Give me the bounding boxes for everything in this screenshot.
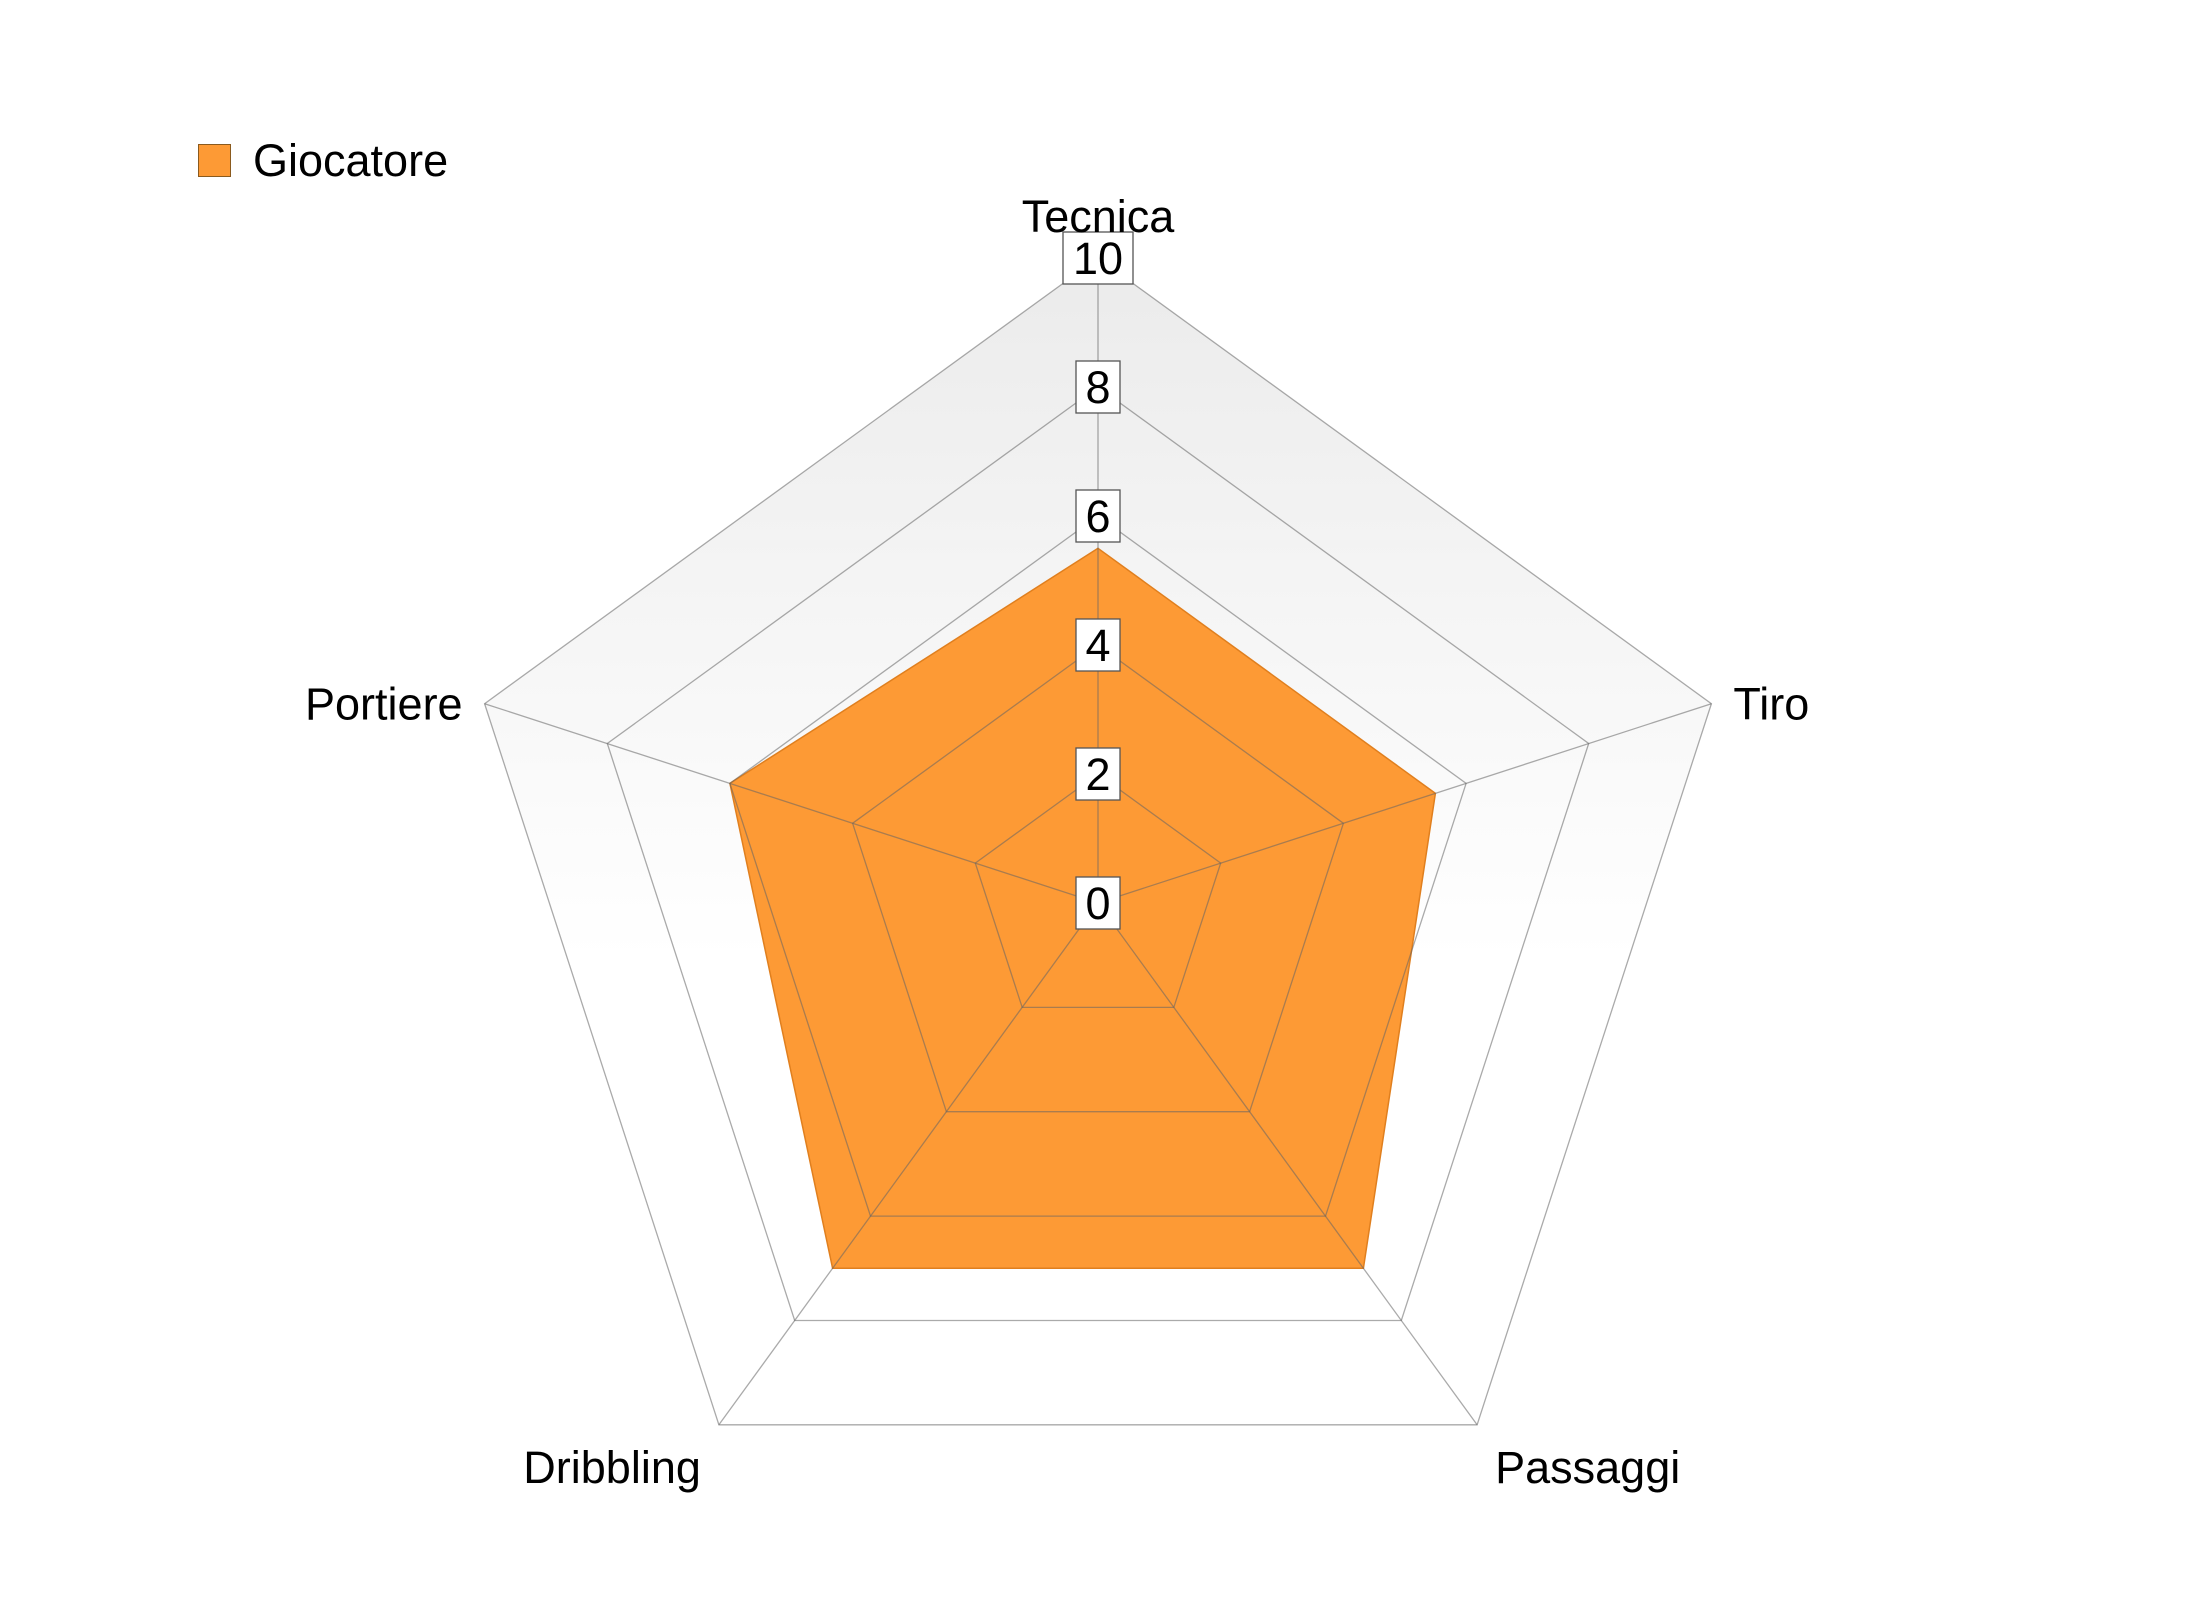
tick-label-2: 2 (1076, 748, 1120, 800)
svg-text:6: 6 (1085, 491, 1110, 542)
tick-label-6: 6 (1076, 490, 1120, 542)
svg-text:0: 0 (1085, 878, 1110, 929)
legend-swatch-giocatore (198, 144, 231, 177)
category-label-passaggi: Passaggi (1495, 1442, 1680, 1493)
category-label-tiro: Tiro (1733, 679, 1809, 730)
tick-label-0: 0 (1076, 877, 1120, 929)
svg-text:4: 4 (1085, 620, 1110, 671)
tick-label-8: 8 (1076, 361, 1120, 413)
legend: Giocatore (198, 138, 448, 183)
legend-label-giocatore: Giocatore (253, 138, 448, 183)
tick-label-4: 4 (1076, 619, 1120, 671)
category-label-tecnica: Tecnica (1022, 191, 1176, 242)
svg-text:2: 2 (1085, 749, 1110, 800)
category-label-portiere: Portiere (305, 679, 463, 730)
category-label-dribbling: Dribbling (523, 1442, 701, 1493)
svg-text:8: 8 (1085, 362, 1110, 413)
